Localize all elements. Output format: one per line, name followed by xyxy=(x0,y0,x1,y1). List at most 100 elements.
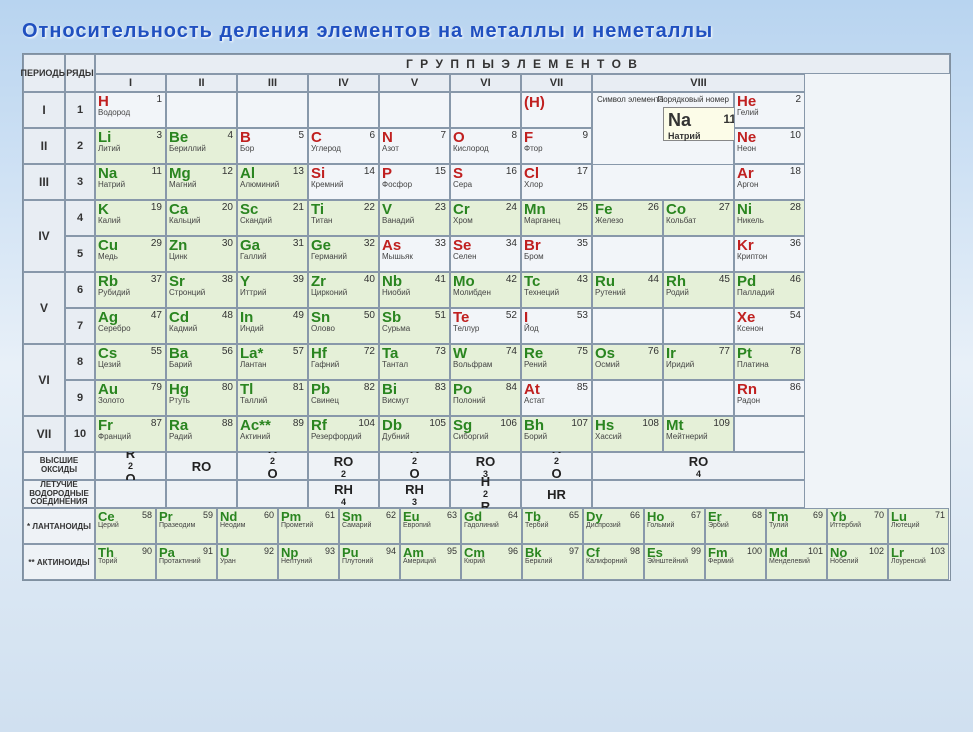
element-cell: Hs108Хассий xyxy=(592,416,663,452)
hydride-formula: HR xyxy=(521,480,592,508)
element-cell: In49Индий xyxy=(237,308,308,344)
element-cell: Sb51Сурьма xyxy=(379,308,450,344)
element-cell: C6Углерод xyxy=(308,128,379,164)
element-cell: Au79Золото xyxy=(95,380,166,416)
oxide-formula: RO xyxy=(166,452,237,480)
rows-header: РЯДЫ xyxy=(65,54,95,92)
hydride-formula xyxy=(95,480,166,508)
element-cell: Sr38Стронций xyxy=(166,272,237,308)
element-cell: S16Сера xyxy=(450,164,521,200)
element-cell: Hg80Ртуть xyxy=(166,380,237,416)
element-cell: Ca20Кальций xyxy=(166,200,237,236)
element-cell: Re75Рений xyxy=(521,344,592,380)
element-cell: W74Вольфрам xyxy=(450,344,521,380)
element-cell: Co27Кольбат xyxy=(663,200,734,236)
element-cell: Lr103Лоуренсий xyxy=(888,544,949,580)
element-cell: Tb65Тербий xyxy=(522,508,583,544)
row-label: 9 xyxy=(65,380,95,416)
element-cell: Er68Эрбий xyxy=(705,508,766,544)
element-cell: Db105Дубний xyxy=(379,416,450,452)
element-cell: Fm100Фермий xyxy=(705,544,766,580)
element-cell: Cf98Калифорний xyxy=(583,544,644,580)
element-cell: Pm61Прометий xyxy=(278,508,339,544)
empty-cell xyxy=(592,380,663,416)
row-label: 8 xyxy=(65,344,95,380)
element-cell: Bh107Борий xyxy=(521,416,592,452)
groups-header: Г Р У П П Ы Э Л Е М Е Н Т О В xyxy=(95,54,950,74)
element-cell: No102Нобелий xyxy=(827,544,888,580)
element-cell: Cr24Хром xyxy=(450,200,521,236)
group-label: VIII xyxy=(592,74,805,92)
element-cell: Zn30Цинк xyxy=(166,236,237,272)
element-cell: Ir77Иридий xyxy=(663,344,734,380)
element-cell: Md101Менделевий xyxy=(766,544,827,580)
hydride-formula xyxy=(237,480,308,508)
element-cell: Tl81Таллий xyxy=(237,380,308,416)
empty-cell xyxy=(379,92,450,128)
hydrides-label: ЛЕТУЧИЕ ВОДОРОДНЫЕ СОЕДИНЕНИЯ xyxy=(23,480,95,508)
row-label: 5 xyxy=(65,236,95,272)
element-cell: Rn86Радон xyxy=(734,380,805,416)
element-cell: Cl17Хлор xyxy=(521,164,592,200)
element-cell: Rb37Рубидий xyxy=(95,272,166,308)
element-cell: Cm96Кюрий xyxy=(461,544,522,580)
element-cell: Na11Натрий xyxy=(95,164,166,200)
hydride-formula xyxy=(592,480,805,508)
actinides-label: ** АКТИНОИДЫ xyxy=(23,544,95,580)
element-cell: Hf72Гафний xyxy=(308,344,379,380)
oxide-formula: RO2 xyxy=(308,452,379,480)
empty-cell xyxy=(663,308,734,344)
row-label: 6 xyxy=(65,272,95,308)
element-cell: Th90Торий xyxy=(95,544,156,580)
element-cell: Mg12Магний xyxy=(166,164,237,200)
element-cell: Os76Осмий xyxy=(592,344,663,380)
element-cell: I53Йод xyxy=(521,308,592,344)
oxide-formula: RO4 xyxy=(592,452,805,480)
element-cell: As33Мышьяк xyxy=(379,236,450,272)
element-cell: V23Ванадий xyxy=(379,200,450,236)
element-cell: Ho67Гольмий xyxy=(644,508,705,544)
empty-cell xyxy=(237,92,308,128)
group-label: III xyxy=(237,74,308,92)
element-cell: Np93Нептуний xyxy=(278,544,339,580)
element-cell: Mo42Молибден xyxy=(450,272,521,308)
element-cell: Gd64Гадолиний xyxy=(461,508,522,544)
period-label: IV xyxy=(23,200,65,272)
element-cell: O8Кислород xyxy=(450,128,521,164)
element-cell: (H) xyxy=(521,92,592,128)
hydride-formula: RH4 xyxy=(308,480,379,508)
element-cell: Ru44Рутений xyxy=(592,272,663,308)
element-cell: Ra88Радий xyxy=(166,416,237,452)
element-cell: Cs55Цезий xyxy=(95,344,166,380)
element-cell: Ag47Серебро xyxy=(95,308,166,344)
element-cell: Ba56Барий xyxy=(166,344,237,380)
element-cell: Se34Селен xyxy=(450,236,521,272)
element-cell: Te52Теллур xyxy=(450,308,521,344)
empty-cell xyxy=(592,236,663,272)
element-cell: N7Азот xyxy=(379,128,450,164)
oxides-label: ВЫСШИЕ ОКСИДЫ xyxy=(23,452,95,480)
element-cell: Pr59Празеодим xyxy=(156,508,217,544)
element-cell: He2Гелий xyxy=(734,92,805,128)
element-cell: Y39Иттрий xyxy=(237,272,308,308)
lanthanides-label: * ЛАНТАНОИДЫ xyxy=(23,508,95,544)
element-cell: Pt78Платина xyxy=(734,344,805,380)
element-cell: Pd46Палладий xyxy=(734,272,805,308)
group-label: VII xyxy=(521,74,592,92)
group-label: VI xyxy=(450,74,521,92)
element-cell: Li3Литий xyxy=(95,128,166,164)
empty-cell xyxy=(734,416,805,452)
empty-cell xyxy=(308,92,379,128)
group-label: IV xyxy=(308,74,379,92)
oxide-formula: R2O3 xyxy=(237,452,308,480)
element-cell: U92Уран xyxy=(217,544,278,580)
empty-cell xyxy=(663,380,734,416)
element-cell: Ce58Церий xyxy=(95,508,156,544)
row-label: 3 xyxy=(65,164,95,200)
element-cell: Cd48Кадмий xyxy=(166,308,237,344)
period-label: II xyxy=(23,128,65,164)
period-label: I xyxy=(23,92,65,128)
oxide-formula: R2O5 xyxy=(379,452,450,480)
element-cell: Ta73Тантал xyxy=(379,344,450,380)
hydride-formula: H2R xyxy=(450,480,521,508)
